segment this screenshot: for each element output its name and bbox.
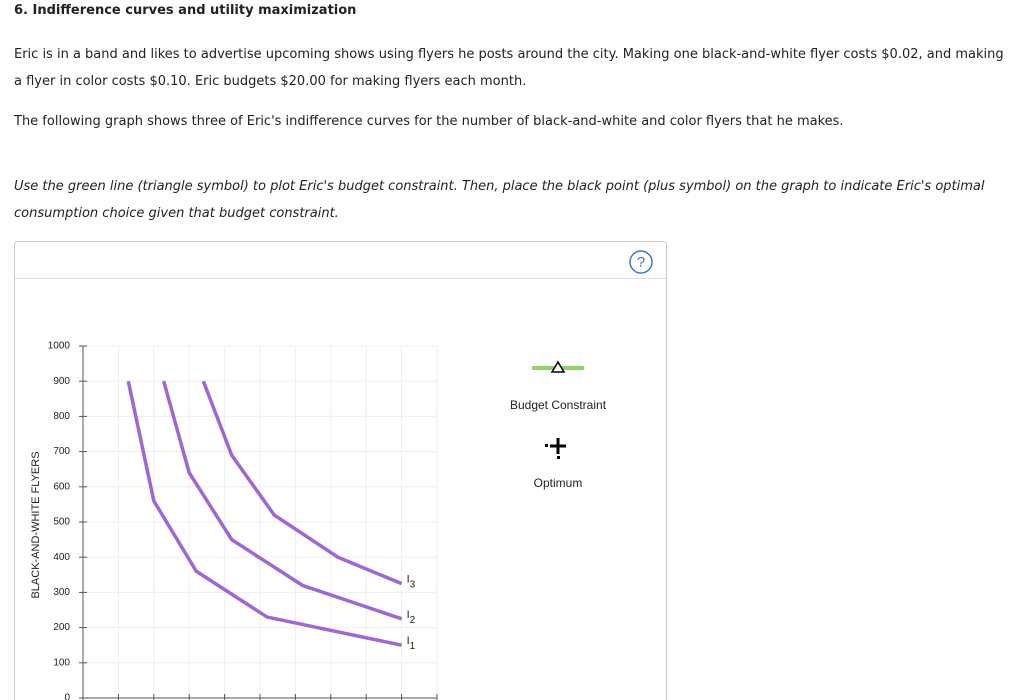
legend-optimum-dot: [557, 456, 560, 459]
paragraph: The following graph shows three of Eric'…: [14, 114, 844, 129]
y-tick-label: 0: [64, 693, 70, 700]
curve-label: I3: [407, 574, 416, 591]
y-tick-label: 700: [53, 446, 70, 457]
y-tick-label: 800: [53, 411, 70, 422]
y-tick-label: 1000: [48, 341, 71, 352]
curve-label: I2: [407, 609, 416, 626]
indifference-curve: [162, 380, 403, 621]
legend-optimum-dot: [545, 444, 548, 447]
y-tick-label: 900: [53, 376, 70, 387]
paragraph: Eric is in a band and likes to advertise…: [14, 47, 1004, 89]
help-icon[interactable]: ?: [637, 254, 645, 271]
legend-label: Budget Constraint: [510, 398, 607, 412]
y-tick-label: 200: [53, 622, 70, 633]
y-tick-label: 300: [53, 587, 70, 598]
instruction: Use the green line (triangle symbol) to …: [14, 179, 985, 221]
y-tick-label: 400: [53, 552, 70, 563]
y-axis-label: BLACK-AND-WHITE FLYERS: [30, 451, 42, 598]
indifference-curve: [201, 380, 403, 586]
question-title: 6. Indifference curves and utility maxim…: [14, 3, 357, 18]
indifference-curve: [126, 380, 402, 647]
curve-label: I1: [407, 635, 416, 652]
y-tick-label: 600: [53, 481, 70, 492]
help-button[interactable]: [629, 250, 653, 274]
legend-budget-triangle[interactable]: [550, 360, 566, 373]
panel: [14, 241, 667, 700]
y-tick-label: 500: [53, 517, 70, 528]
y-tick-label: 100: [53, 657, 70, 668]
legend-label: Optimum: [534, 476, 583, 490]
legend-optimum-plus[interactable]: [550, 438, 566, 454]
